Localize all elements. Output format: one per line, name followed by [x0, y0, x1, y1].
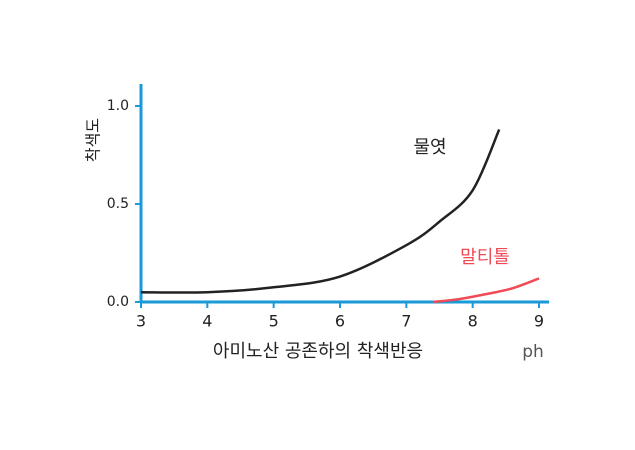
x-axis-unit: ph: [522, 342, 544, 362]
x-tick-label: 6: [335, 312, 345, 331]
x-tick-label: 7: [401, 312, 411, 331]
x-tick-label: 9: [534, 312, 544, 331]
x-tick-label: 3: [136, 312, 146, 331]
y-tick-label: 0.5: [107, 196, 129, 212]
x-tick-label: 8: [468, 312, 478, 331]
y-tick-label: 0.0: [107, 294, 129, 310]
y-axis-label: 착색도: [84, 118, 103, 162]
x-tick-label: 5: [269, 312, 279, 331]
x-axis-label: 아미노산 공존하의 착색반응: [213, 341, 423, 362]
x-tick-label: 4: [202, 312, 212, 331]
series-line: [140, 129, 501, 294]
y-tick-label: 1.0: [107, 98, 129, 114]
series-label: 말티톨: [460, 247, 510, 268]
series-line: [432, 277, 540, 304]
series-label: 물엿: [413, 137, 446, 158]
